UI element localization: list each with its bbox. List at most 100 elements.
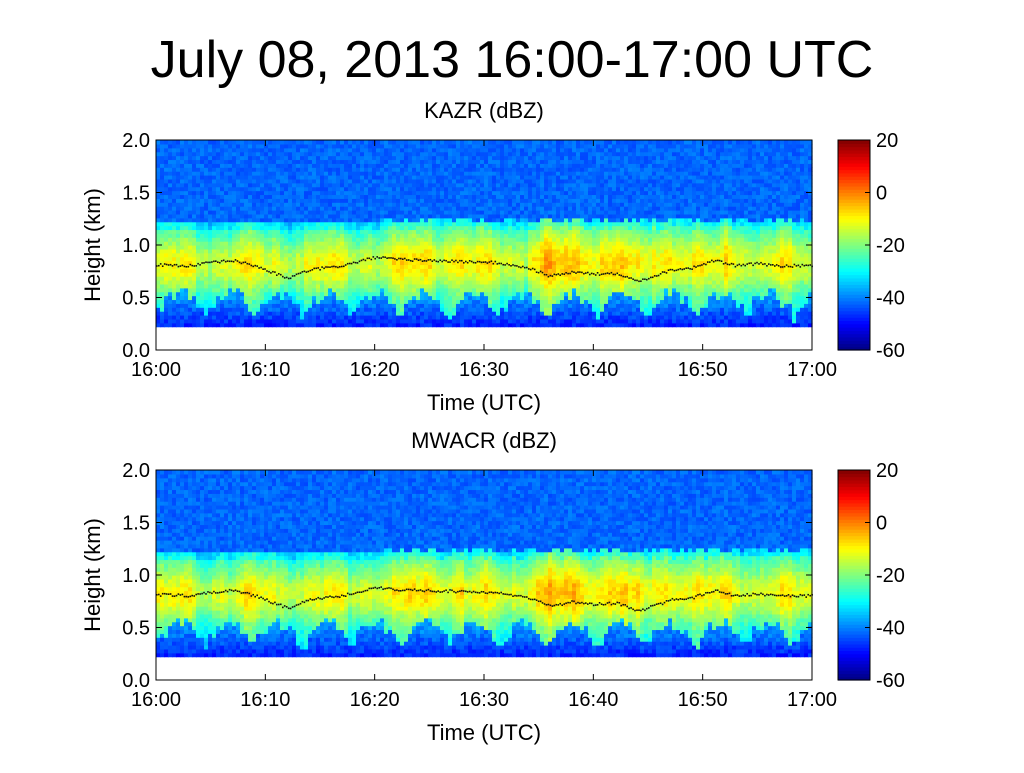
line-point [245,592,247,594]
line-point [274,271,276,273]
line-point [327,596,329,598]
line-point [758,263,760,265]
line-point [520,267,522,269]
line-point [400,258,402,260]
line-point [359,261,361,263]
line-point [526,596,528,598]
y-tick-label: 0.0 [122,340,150,362]
line-point [497,592,499,594]
line-point [437,590,439,592]
line-point [274,602,276,604]
y-tick-label: 1.5 [122,183,150,205]
line-point [802,595,804,597]
line-point [186,596,188,598]
line-point [567,602,569,604]
line-point [646,608,648,610]
line-point [678,599,680,601]
line-point [469,591,471,593]
line-point [695,595,697,597]
line-point [241,263,243,265]
line-point [522,596,524,598]
line-point [784,595,786,597]
line-point [711,260,713,262]
line-point [644,278,646,280]
line-point [573,601,575,603]
line-point [800,266,802,268]
line-point [266,270,268,272]
line-point [646,279,648,281]
line-point [436,261,438,263]
line-point [315,598,317,600]
line-point [384,588,386,590]
line-point [424,260,426,262]
line-point [382,256,384,258]
line-point [221,591,223,593]
line-point [351,263,353,265]
line-point [302,271,304,273]
line-point [768,594,770,596]
line-point [563,273,565,275]
line-point [491,591,493,593]
line-point [166,593,168,595]
line-point [268,271,270,273]
line-point [721,592,723,594]
line-point [770,264,772,266]
line-point [493,263,495,265]
line-point [746,593,748,595]
line-point [341,266,343,268]
line-point [386,257,388,259]
line-point [294,275,296,277]
line-point [158,594,160,596]
y-tick-label: 2.0 [122,460,150,482]
line-point [160,263,162,265]
line-point [272,271,274,273]
line-point [784,266,786,268]
line-point [447,261,449,263]
line-point [617,273,619,275]
line-point [280,274,282,276]
line-point [235,259,237,261]
line-point [430,259,432,261]
x-tick-label: 16:30 [459,359,509,381]
line-point [325,596,327,598]
line-point [378,257,380,259]
line-point [345,264,347,266]
line-point [449,261,451,263]
line-point [365,260,367,262]
line-point [414,588,416,590]
line-point [410,260,412,262]
line-point [723,263,725,265]
line-point [699,594,701,596]
x-tick-label: 16:00 [131,359,181,381]
line-point [349,594,351,596]
line-point [805,596,807,598]
line-point [788,266,790,268]
colorbar-tick-label: 0 [876,183,887,205]
line-point [609,273,611,275]
chart-title: MWACR (dBZ) [411,428,557,453]
line-point [508,264,510,266]
line-point [638,609,640,611]
line-point [404,590,406,592]
line-point [426,590,428,592]
line-point [449,589,451,591]
line-point [251,595,253,597]
line-point [414,258,416,260]
line-point [778,265,780,267]
line-point [439,259,441,261]
line-point [630,607,632,609]
line-point [693,598,695,600]
line-point [733,263,735,265]
line-point [516,265,518,267]
line-point [347,593,349,595]
line-point [500,592,502,594]
line-point [184,596,186,598]
line-point [219,262,221,264]
line-point [288,608,290,610]
line-point [587,603,589,605]
line-point [774,595,776,597]
line-point [660,273,662,275]
line-point [441,261,443,263]
line-point [542,272,544,274]
line-point [249,263,251,265]
